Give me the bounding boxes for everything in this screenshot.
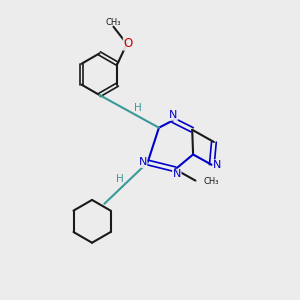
Text: N: N	[138, 158, 147, 167]
Text: O: O	[123, 37, 133, 50]
Text: H: H	[134, 103, 142, 113]
Text: CH₃: CH₃	[105, 18, 121, 27]
Text: N: N	[172, 169, 181, 179]
Text: CH₃: CH₃	[204, 177, 219, 186]
Text: H: H	[116, 174, 123, 184]
Text: N: N	[169, 110, 177, 120]
Text: N: N	[213, 160, 221, 170]
